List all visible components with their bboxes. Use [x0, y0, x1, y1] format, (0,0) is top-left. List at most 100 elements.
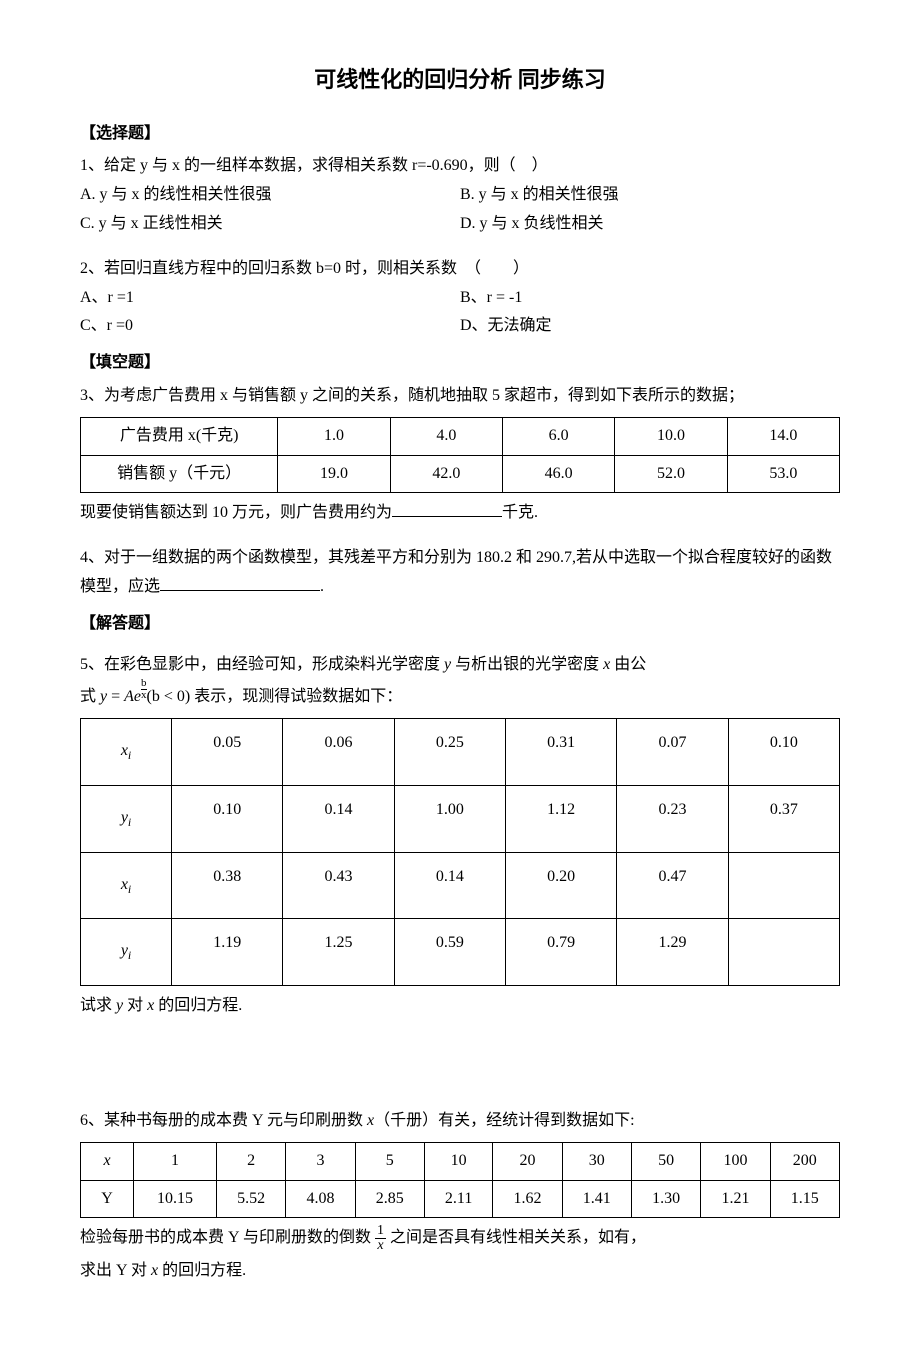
table-cell: 2	[216, 1142, 285, 1180]
table-cell: 1.00	[394, 785, 505, 852]
table-cell: 1.0	[278, 417, 390, 455]
table-cell: 5	[355, 1142, 424, 1180]
table-cell: 20	[493, 1142, 562, 1180]
table-cell: 1	[134, 1142, 217, 1180]
q2-options-row1: A、r =1 B、r = -1	[80, 284, 840, 313]
table-cell: 0.43	[283, 852, 394, 919]
table-cell: yi	[81, 785, 172, 852]
q6-ask-post: 的回归方程.	[158, 1262, 246, 1279]
table-cell: 200	[770, 1142, 839, 1180]
q2-text: 2、若回归直线方程中的回归系数 b=0 时，则相关系数 （ ）	[80, 255, 840, 284]
exp-fraction: bx	[141, 678, 147, 701]
table-row: Y 10.15 5.52 4.08 2.85 2.11 1.62 1.41 1.…	[81, 1180, 840, 1218]
q6-check-pre: 检验每册书的成本费 Y 与印刷册数的倒数	[80, 1230, 375, 1247]
table-cell: xi	[81, 719, 172, 786]
q6-intro-post: （千册）有关，经统计得到数据如下:	[374, 1112, 634, 1129]
table-cell: 10.0	[615, 417, 727, 455]
formula-eq: =	[107, 688, 124, 705]
frac-den: x	[375, 1239, 386, 1253]
table-cell: Y	[81, 1180, 134, 1218]
q1-options-row1: A. y 与 x 的线性相关性很强 B. y 与 x 的相关性很强	[80, 181, 840, 210]
q1-opt-a: A. y 与 x 的线性相关性很强	[80, 181, 460, 210]
table-cell: 1.12	[506, 785, 617, 852]
exp-den: x	[141, 690, 147, 701]
table-cell: 30	[562, 1142, 631, 1180]
section-answer: 【解答题】	[80, 610, 840, 639]
table-cell	[728, 852, 839, 919]
q6-intro-pre: 6、某种书每册的成本费 Y 元与印刷册数	[80, 1112, 367, 1129]
frac-num: 1	[375, 1224, 386, 1239]
table-cell: 2.11	[424, 1180, 492, 1218]
q2-opt-a: A、r =1	[80, 284, 460, 313]
q2-opt-b: B、r = -1	[460, 284, 840, 313]
q5-ask-mid: 对	[123, 997, 147, 1014]
q3-after-pre: 现要使销售额达到 10 万元，则广告费用约为	[80, 504, 392, 521]
table-cell: 1.62	[493, 1180, 562, 1218]
table-cell: 0.10	[172, 785, 283, 852]
table-cell: 53.0	[727, 455, 839, 493]
table-cell: 19.0	[278, 455, 390, 493]
table-cell: 50	[631, 1142, 700, 1180]
q1-opt-b: B. y 与 x 的相关性很强	[460, 181, 840, 210]
q5-l1-mid: 与析出银的光学密度	[451, 656, 603, 673]
table-cell: 4.08	[286, 1180, 355, 1218]
q5-ask-post: 的回归方程.	[154, 997, 242, 1014]
table-cell: 广告费用 x(千克)	[81, 417, 278, 455]
fraction-icon: 1x	[375, 1224, 386, 1253]
table-cell: 2.85	[355, 1180, 424, 1218]
formula-ae: Ae	[124, 688, 141, 705]
q3-table: 广告费用 x(千克) 1.0 4.0 6.0 10.0 14.0 销售额 y（千…	[80, 417, 840, 494]
table-row: yi 0.10 0.14 1.00 1.12 0.23 0.37	[81, 785, 840, 852]
section-fill: 【填空题】	[80, 349, 840, 378]
table-cell: 5.52	[216, 1180, 285, 1218]
table-cell: 14.0	[727, 417, 839, 455]
var-x: x	[367, 1112, 374, 1129]
table-cell: 0.14	[283, 785, 394, 852]
blank-field	[160, 575, 320, 591]
table-cell: 10.15	[134, 1180, 217, 1218]
q4-post: .	[320, 578, 324, 595]
table-cell: 0.23	[617, 785, 728, 852]
table-cell: 10	[424, 1142, 492, 1180]
table-cell: 1.29	[617, 919, 728, 986]
q1-opt-d: D. y 与 x 负线性相关	[460, 210, 840, 239]
table-cell: 1.30	[631, 1180, 700, 1218]
q5-l1-pre: 5、在彩色显影中，由经验可知，形成染料光学密度	[80, 656, 444, 673]
table-cell: 100	[701, 1142, 770, 1180]
table-cell: 1.15	[770, 1180, 839, 1218]
q6-intro: 6、某种书每册的成本费 Y 元与印刷册数 x（千册）有关，经统计得到数据如下:	[80, 1107, 840, 1136]
q5-l2-pre: 式	[80, 688, 100, 705]
page-title: 可线性化的回归分析 同步练习	[80, 60, 840, 100]
q1-text: 1、给定 y 与 x 的一组样本数据，求得相关系数 r=-0.690，则（ ）	[80, 152, 840, 181]
q6-check: 检验每册书的成本费 Y 与印刷册数的倒数 1x 之间是否具有线性相关关系，如有，	[80, 1224, 840, 1253]
q1-options-row2: C. y 与 x 正线性相关 D. y 与 x 负线性相关	[80, 210, 840, 239]
table-cell: yi	[81, 919, 172, 986]
table-cell: 0.31	[506, 719, 617, 786]
table-cell: 0.25	[394, 719, 505, 786]
q6-check-post: 之间是否具有线性相关关系，如有，	[386, 1230, 646, 1247]
table-cell: 6.0	[502, 417, 614, 455]
table-cell: 1.21	[701, 1180, 770, 1218]
table-cell: 4.0	[390, 417, 502, 455]
var-x: x	[151, 1262, 158, 1279]
table-cell: 0.06	[283, 719, 394, 786]
table-row: x 1 2 3 5 10 20 30 50 100 200	[81, 1142, 840, 1180]
table-cell: xi	[81, 852, 172, 919]
table-cell: 42.0	[390, 455, 502, 493]
q5-table: xi 0.05 0.06 0.25 0.31 0.07 0.10 yi 0.10…	[80, 718, 840, 986]
table-cell: 0.10	[728, 719, 839, 786]
table-cell: 0.14	[394, 852, 505, 919]
q6-ask: 求出 Y 对 x 的回归方程.	[80, 1257, 840, 1286]
q1-opt-c: C. y 与 x 正线性相关	[80, 210, 460, 239]
table-cell: 1.25	[283, 919, 394, 986]
table-cell: 0.47	[617, 852, 728, 919]
table-row: xi 0.05 0.06 0.25 0.31 0.07 0.10	[81, 719, 840, 786]
table-cell: 销售额 y（千元）	[81, 455, 278, 493]
table-cell: 0.37	[728, 785, 839, 852]
table-cell	[728, 919, 839, 986]
q5-line1: 5、在彩色显影中，由经验可知，形成染料光学密度 y 与析出银的光学密度 x 由公	[80, 651, 840, 680]
q3-after: 现要使销售额达到 10 万元，则广告费用约为千克.	[80, 499, 840, 528]
table-cell: 0.07	[617, 719, 728, 786]
table-cell: 1.19	[172, 919, 283, 986]
q2-opt-d: D、无法确定	[460, 312, 840, 341]
